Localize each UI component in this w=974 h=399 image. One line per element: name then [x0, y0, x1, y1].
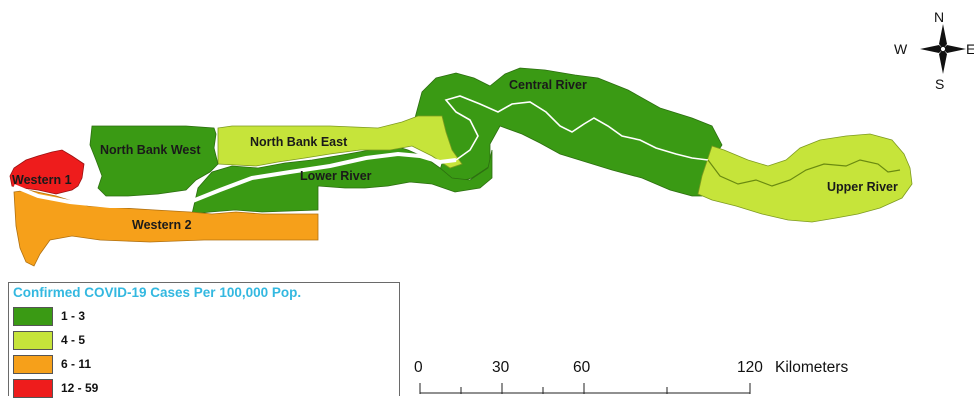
label-north-bank-east: North Bank East [250, 135, 348, 149]
legend-label: 12 - 59 [61, 381, 99, 395]
region-upper-river[interactable] [697, 133, 913, 223]
legend-item-1-3: 1 - 3 [13, 307, 213, 327]
legend-label: 1 - 3 [61, 309, 86, 323]
compass-icon: N S W E [894, 9, 974, 92]
legend-swatch [13, 331, 53, 350]
region-north-bank-west[interactable] [89, 125, 219, 197]
legend-item-12-59: 12 - 59 [13, 379, 213, 399]
legend-label: 6 - 11 [61, 357, 92, 371]
compass-n: N [934, 9, 944, 25]
legend-title: Confirmed COVID-19 Cases Per 100,000 Pop… [13, 285, 302, 300]
scale-unit: Kilometers [775, 359, 848, 376]
compass-w: W [894, 41, 908, 57]
river-gambia-meander [444, 95, 709, 161]
scale-tick-30: 30 [492, 359, 510, 376]
region-western-1[interactable] [9, 149, 85, 195]
compass-s: S [935, 76, 944, 92]
river-gambia-upper [707, 159, 901, 187]
label-western-2: Western 2 [132, 218, 192, 232]
scale-tick-0: 0 [414, 359, 423, 376]
region-north-bank-east[interactable] [217, 115, 463, 169]
scale-tick-120: 120 [737, 359, 763, 376]
legend-swatch [13, 307, 53, 326]
scale-tick-60: 60 [573, 359, 591, 376]
river-gambia [13, 151, 457, 208]
compass-e: E [966, 41, 974, 57]
legend-swatch [13, 379, 53, 398]
legend-label: 4 - 5 [61, 333, 86, 347]
label-western-1: Western 1 [12, 173, 72, 187]
label-lower-river: Lower River [300, 169, 372, 183]
legend-item-4-5: 4 - 5 [13, 331, 213, 351]
region-lower-river[interactable] [191, 145, 493, 215]
legend-swatch [13, 355, 53, 374]
label-upper-river: Upper River [827, 180, 898, 194]
map-legend: Confirmed COVID-19 Cases Per 100,000 Pop… [8, 282, 400, 399]
legend-item-6-11: 6 - 11 [13, 355, 213, 375]
label-north-bank-west: North Bank West [100, 143, 201, 157]
scale-bar: 0 30 60 120 Kilometers [414, 359, 848, 394]
label-central-river: Central River [509, 78, 587, 92]
